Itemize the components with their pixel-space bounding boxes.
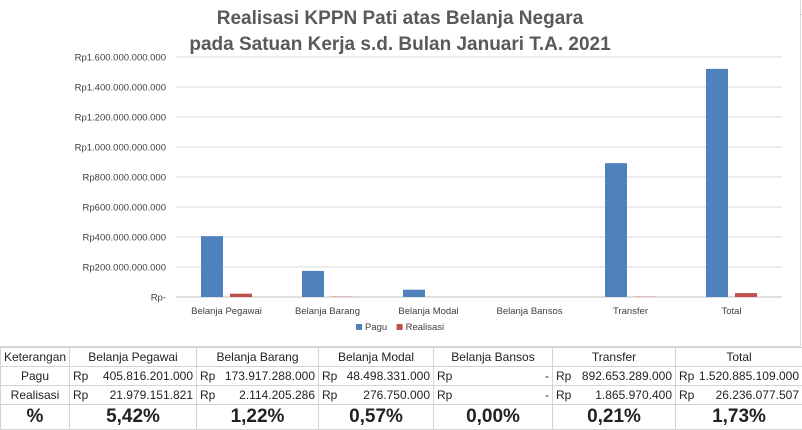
bar-pagu [706, 69, 728, 297]
y-tick-label: Rp800.000.000.000 [83, 173, 166, 184]
amount: 1.865.970.400 [595, 388, 672, 402]
currency: Rp [200, 369, 215, 383]
table-header-row: Keterangan Belanja Pegawai Belanja Baran… [1, 348, 802, 367]
table-cell: Rp 21.979.151.821 [70, 386, 197, 405]
x-tick-label: Belanja Bansos [496, 306, 562, 317]
amount: - [545, 369, 549, 383]
header-cell: Belanja Pegawai [70, 348, 197, 367]
currency: Rp [322, 369, 337, 383]
y-tick-label: Rp200.000.000.000 [83, 263, 166, 274]
percent-cell: 5,42% [70, 405, 197, 430]
table-cell: Rp 173.917.288.000 [197, 367, 319, 386]
amount: 21.979.151.821 [110, 388, 193, 402]
currency: Rp [679, 369, 694, 383]
table-cell: Rp 48.498.331.000 [319, 367, 434, 386]
y-tick-label: Rp600.000.000.000 [83, 203, 166, 214]
currency: Rp [200, 388, 215, 402]
amount: 2.114.205.286 [239, 388, 315, 402]
currency: Rp [437, 369, 452, 383]
legend-label: Realisasi [406, 322, 445, 333]
table-cell: Rp 26.236.077.507 [676, 386, 802, 405]
x-tick-label: Transfer [613, 306, 648, 317]
amount: 48.498.331.000 [347, 369, 430, 383]
amount: 26.236.077.507 [716, 388, 799, 402]
table-cell: Rp - [434, 367, 553, 386]
bar-pagu [302, 271, 324, 297]
amount: 892.653.289.000 [582, 369, 672, 383]
percent-cell: 0,00% [434, 405, 553, 430]
chart-area[interactable]: Rp- Rp200.000.000.000 Rp400.000.000.000 Rp6… [0, 0, 801, 347]
header-cell: Belanja Modal [319, 348, 434, 367]
y-tick-label: Rp400.000.000.000 [83, 233, 166, 244]
x-tick-label: Belanja Pegawai [191, 306, 262, 317]
row-label: Pagu [1, 367, 70, 386]
row-label: % [1, 405, 70, 430]
percent-cell: 1,73% [676, 405, 802, 430]
bar-pagu [403, 290, 425, 297]
x-tick-label: Total [721, 306, 741, 317]
table-cell: Rp 1.865.970.400 [553, 386, 676, 405]
chart-title-line-2: pada Satuan Kerja s.d. Bulan Januari T.A… [0, 32, 800, 58]
table-cell: Rp 892.653.289.000 [553, 367, 676, 386]
currency: Rp [679, 388, 694, 402]
table-row-pagu: Pagu Rp 405.816.201.000 Rp 173.917.288.000… [1, 367, 802, 386]
amount: - [545, 388, 549, 402]
bar-pagu [605, 163, 627, 297]
header-cell: Transfer [553, 348, 676, 367]
y-tick-label: Rp1.400.000.000.000 [75, 83, 166, 94]
header-cell: Belanja Barang [197, 348, 319, 367]
amount: 405.816.201.000 [103, 369, 193, 383]
x-tick-label: Belanja Modal [398, 306, 458, 317]
header-cell: Keterangan [1, 348, 70, 367]
table-row-percent: % 5,42% 1,22% 0,57% 0,00% 0,21% 1,73% [1, 405, 802, 430]
y-tick-label: Rp1.200.000.000.000 [75, 113, 166, 124]
chart-title-line-1: Realisasi KPPN Pati atas Belanja Negara [0, 6, 800, 32]
legend-swatch [397, 324, 403, 330]
percent-cell: 1,22% [197, 405, 319, 430]
percent-cell: 0,21% [553, 405, 676, 430]
data-table: Keterangan Belanja Pegawai Belanja Baran… [0, 347, 802, 430]
table-cell: Rp 1.520.885.109.000 [676, 367, 802, 386]
currency: Rp [556, 369, 571, 383]
currency: Rp [556, 388, 571, 402]
y-tick-label: Rp- [151, 293, 166, 304]
table-cell: Rp 405.816.201.000 [70, 367, 197, 386]
bar-pagu [201, 236, 223, 297]
table-row-realisasi: Realisasi Rp 21.979.151.821 Rp 2.114.205.2… [1, 386, 802, 405]
currency: Rp [322, 388, 337, 402]
table-cell: Rp 2.114.205.286 [197, 386, 319, 405]
row-label: Realisasi [1, 386, 70, 405]
currency: Rp [73, 369, 88, 383]
y-tick-label: Rp1.000.000.000.000 [75, 143, 166, 154]
legend-label: Pagu [365, 322, 387, 333]
amount: 1.520.885.109.000 [699, 369, 799, 383]
legend-swatch [356, 324, 362, 330]
table-cell: Rp 276.750.000 [319, 386, 434, 405]
amount: 276.750.000 [363, 388, 430, 402]
currency: Rp [73, 388, 88, 402]
bar-realisasi [230, 294, 252, 297]
currency: Rp [437, 388, 452, 402]
x-tick-label: Belanja Barang [295, 306, 360, 317]
percent-cell: 0,57% [319, 405, 434, 430]
amount: 173.917.288.000 [225, 369, 315, 383]
header-cell: Belanja Bansos [434, 348, 553, 367]
table-cell: Rp - [434, 386, 553, 405]
chart-title: Realisasi KPPN Pati atas Belanja Negara … [0, 6, 800, 58]
bar-realisasi [735, 293, 757, 297]
header-cell: Total [676, 348, 802, 367]
